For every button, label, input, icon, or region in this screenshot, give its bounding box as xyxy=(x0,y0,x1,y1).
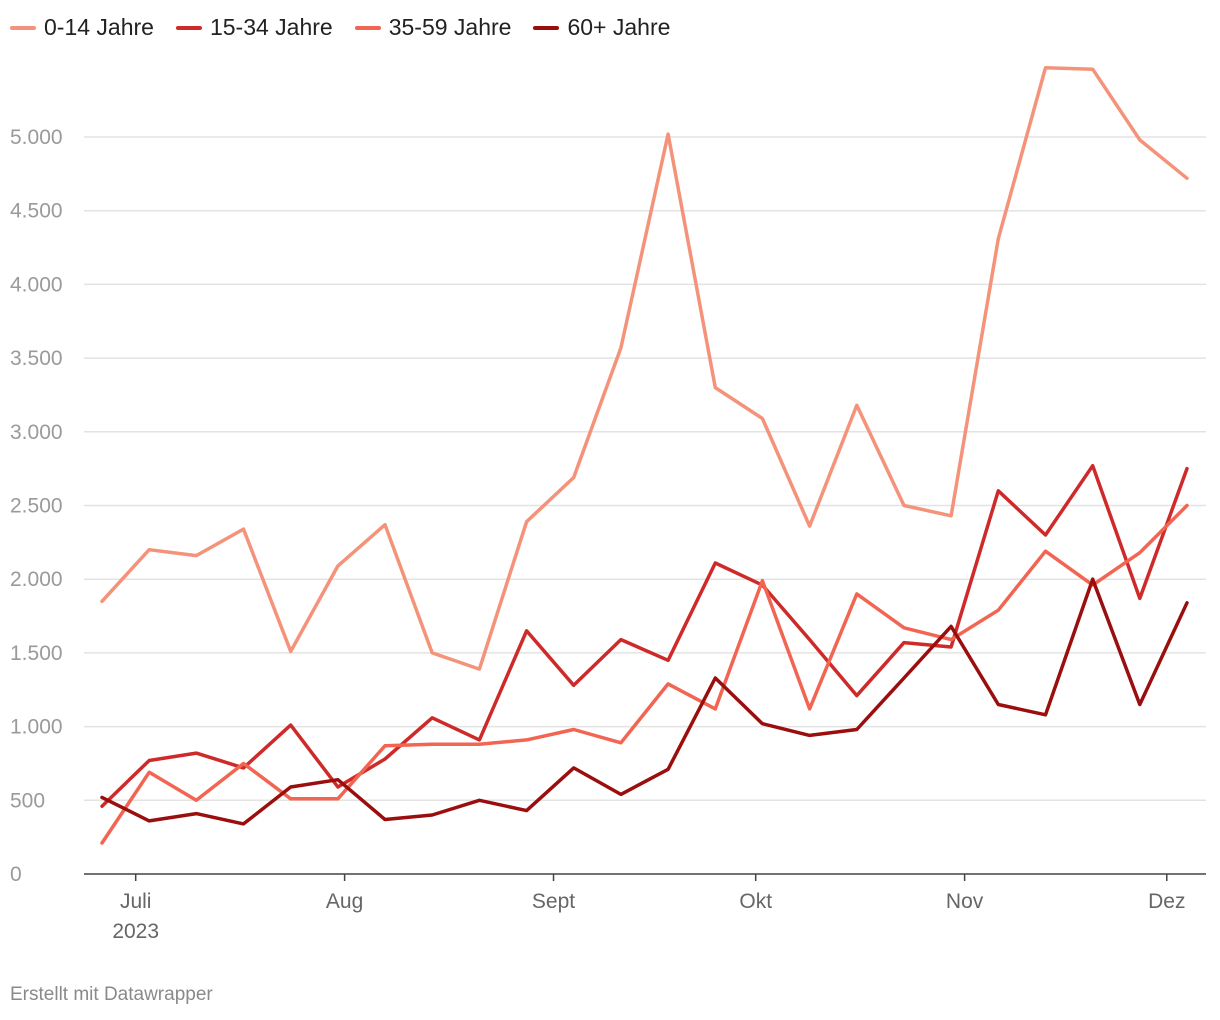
legend-label: 60+ Jahre xyxy=(567,14,671,40)
x-tick-label: Juli xyxy=(120,890,152,913)
series-line-3 xyxy=(100,503,1189,845)
legend-swatch xyxy=(175,25,202,30)
legend-label: 0-14 Jahre xyxy=(44,14,154,40)
legend-label: 35-59 Jahre xyxy=(388,14,512,40)
legend-swatch xyxy=(10,25,36,30)
series-line-2 xyxy=(100,463,1189,808)
x-tick-label: Sept xyxy=(532,890,575,913)
x-tick-sublabel: 2023 xyxy=(112,920,159,943)
y-tick-label: 2.000 xyxy=(10,568,63,591)
x-tick-label: Okt xyxy=(739,890,772,913)
x-tick-label: Nov xyxy=(946,890,984,913)
y-tick-label: 500 xyxy=(10,789,45,812)
legend-item: 60+ Jahre xyxy=(533,14,670,41)
y-tick-label: 5.000 xyxy=(10,126,63,149)
legend-swatch xyxy=(354,25,381,30)
y-tick-label: 3.500 xyxy=(10,347,63,370)
y-tick-label: 1.500 xyxy=(10,642,63,665)
x-tick-label: Dez xyxy=(1148,890,1185,913)
legend-item: 35-59 Jahre xyxy=(354,14,512,41)
y-tick-label: 1.000 xyxy=(10,716,63,739)
y-tick-label: 2.500 xyxy=(10,495,63,518)
legend: 0-14 Jahre 15-34 Jahre 35-59 Jahre 60+ Jahr… xyxy=(10,14,670,41)
series-line-1 xyxy=(100,65,1189,671)
series-line-4 xyxy=(100,577,1189,826)
x-tick-label: Aug xyxy=(326,890,363,913)
legend-swatch xyxy=(533,25,560,30)
y-tick-label: 4.000 xyxy=(10,273,63,296)
legend-item: 15-34 Jahre xyxy=(175,14,333,41)
legend-label: 15-34 Jahre xyxy=(209,14,333,40)
footer-credit: Erstellt mit Datawrapper xyxy=(10,984,213,1005)
y-tick-label: 3.000 xyxy=(10,421,63,444)
y-tick-label: 0 xyxy=(10,863,22,886)
y-tick-label: 4.500 xyxy=(10,200,63,223)
legend-item: 0-14 Jahre xyxy=(10,14,154,41)
